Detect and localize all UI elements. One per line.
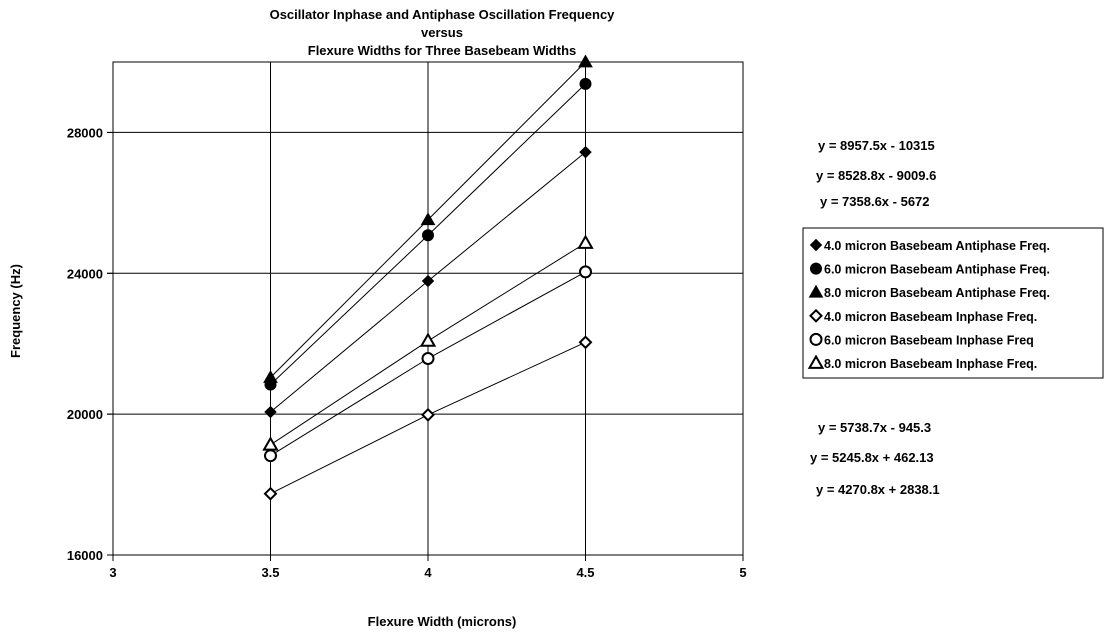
x-tick-label: 4 xyxy=(424,565,432,580)
legend-marker xyxy=(809,332,823,346)
x-axis-label: Flexure Width (microns) xyxy=(368,614,517,629)
data-point-marker xyxy=(421,407,435,422)
title-line-3: Flexure Widths for Three Basebeam Widths xyxy=(308,43,577,58)
legend-label: 4.0 micron Basebeam Inphase Freq. xyxy=(824,310,1037,324)
data-point-marker xyxy=(420,212,436,226)
x-tick-label: 5 xyxy=(739,565,746,580)
legend-label: 6.0 micron Basebeam Antiphase Freq. xyxy=(824,263,1050,277)
data-point-marker xyxy=(578,54,593,68)
legend-entry: 8.0 micron Basebeam Inphase Freq. xyxy=(807,354,1037,371)
legend-label: 8.0 micron Basebeam Antiphase Freq. xyxy=(824,286,1050,300)
series-5 xyxy=(264,265,592,463)
data-point-marker xyxy=(419,332,437,347)
trendline-equation: y = 5245.8x + 462.13 xyxy=(810,450,934,465)
series-4 xyxy=(263,335,593,501)
legend: 4.0 micron Basebeam Antiphase Freq. 6.0 m… xyxy=(802,227,1104,379)
legend-marker xyxy=(808,284,824,298)
legend-marker xyxy=(809,238,823,252)
legend-label: 6.0 micron Basebeam Inphase Freq xyxy=(824,333,1034,347)
trendline-equation: y = 8957.5x - 10315 xyxy=(818,138,935,153)
x-tick-label: 3 xyxy=(109,565,116,580)
data-point-marker xyxy=(577,234,594,249)
y-tick-label: 28000 xyxy=(67,125,103,140)
legend-entry: 4.0 micron Basebeam Antiphase Freq. xyxy=(809,238,1050,253)
series-group xyxy=(262,54,594,501)
data-point-marker xyxy=(579,265,592,279)
trendline-equation: y = 4270.8x + 2838.1 xyxy=(816,482,940,497)
legend-label: 4.0 micron Basebeam Antiphase Freq. xyxy=(824,239,1050,253)
legend-entry: 6.0 micron Basebeam Inphase Freq xyxy=(809,332,1034,347)
data-point-marker xyxy=(422,229,434,242)
legend-marker xyxy=(807,354,825,369)
legend-marker xyxy=(809,308,823,323)
legend-entry: 8.0 micron Basebeam Antiphase Freq. xyxy=(808,284,1050,300)
series-6 xyxy=(262,234,594,451)
trendline-equation: y = 5738.7x - 945.3 xyxy=(818,420,931,435)
trendline-equations-top: y = 8957.5x - 10315 y = 8528.8x - 9009.6 y… xyxy=(816,138,936,209)
data-point-marker xyxy=(263,370,278,383)
x-tick-label: 4.5 xyxy=(576,565,594,580)
trendline-equation: y = 7358.6x - 5672 xyxy=(820,194,930,209)
legend-marker xyxy=(810,262,822,275)
legend-entry: 6.0 micron Basebeam Antiphase Freq. xyxy=(810,262,1050,277)
gridlines xyxy=(113,62,743,555)
y-tick-label: 24000 xyxy=(67,266,103,281)
title-line-2: versus xyxy=(421,25,463,40)
series-1 xyxy=(264,145,592,419)
data-point-marker xyxy=(421,274,435,288)
data-point-marker xyxy=(263,486,278,501)
series-3 xyxy=(263,54,593,383)
title-line-1: Oscillator Inphase and Antiphase Oscilla… xyxy=(270,7,616,22)
x-tick-label: 3.5 xyxy=(261,565,279,580)
data-point-marker xyxy=(262,436,279,451)
legend-box xyxy=(802,227,1104,379)
data-point-marker xyxy=(264,405,277,419)
trendline-equations-bottom: y = 5738.7x - 945.3 y = 5245.8x + 462.13 y… xyxy=(810,420,940,497)
y-tick-label: 16000 xyxy=(67,548,103,563)
data-point-marker xyxy=(579,145,592,159)
axes: 3 3.5 4 4.5 5 16000 20000 24000 28000 xyxy=(67,125,747,580)
data-point-marker xyxy=(421,352,435,366)
data-point-marker xyxy=(579,77,592,90)
y-tick-label: 20000 xyxy=(67,407,103,422)
legend-entry: 4.0 micron Basebeam Inphase Freq. xyxy=(809,308,1037,324)
data-point-marker xyxy=(264,449,277,463)
y-axis-label: Frequency (Hz) xyxy=(8,264,23,358)
data-point-marker xyxy=(578,335,593,350)
trendline-equation: y = 8528.8x - 9009.6 xyxy=(816,168,936,183)
chart-title: Oscillator Inphase and Antiphase Oscilla… xyxy=(270,7,616,58)
legend-label: 8.0 micron Basebeam Inphase Freq. xyxy=(824,357,1037,371)
